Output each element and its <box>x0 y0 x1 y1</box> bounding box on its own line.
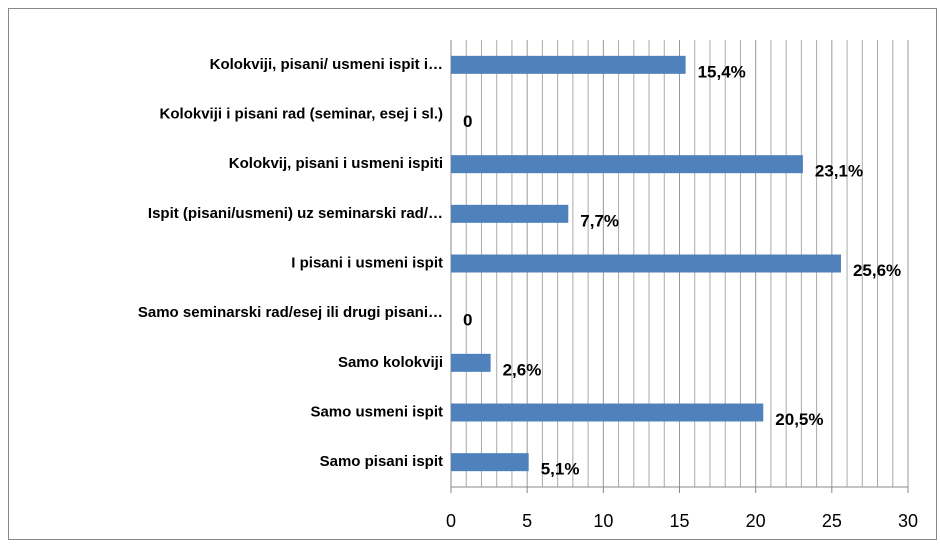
value-label: 0 <box>463 112 472 131</box>
value-label: 7,7% <box>580 211 619 230</box>
category-label: I pisani i usmeni ispit <box>291 254 443 271</box>
x-tick-label: 15 <box>669 511 689 531</box>
category-label: Samo kolokviji <box>338 354 443 371</box>
x-tick-label: 30 <box>898 511 918 531</box>
bar <box>451 155 803 174</box>
value-label: 5,1% <box>541 460 580 479</box>
category-label: Kolokviji, pisani/ usmeni ispit i… <box>210 56 443 73</box>
bar <box>451 353 491 372</box>
category-label: Samo pisani ispit <box>320 453 443 470</box>
x-tick-label: 10 <box>593 511 613 531</box>
bar <box>451 204 569 223</box>
x-tick-label: 20 <box>746 511 766 531</box>
category-label: Samo usmeni ispit <box>310 403 443 420</box>
bar <box>451 55 686 74</box>
value-label: 0 <box>463 311 472 330</box>
x-tick-label: 5 <box>522 511 532 531</box>
category-label: Samo seminarski rad/esej ili drugi pisan… <box>138 304 443 321</box>
bar <box>451 453 529 472</box>
x-tick-label: 25 <box>822 511 842 531</box>
value-label: 20,5% <box>775 410 823 429</box>
value-label: 15,4% <box>698 62 746 81</box>
x-tick-label: 0 <box>446 511 456 531</box>
category-label: Kolokvij, pisani i usmeni ispiti <box>229 155 443 172</box>
chart-border <box>8 8 937 540</box>
bar <box>451 254 841 273</box>
category-label: Kolokviji i pisani rad (seminar, esej i … <box>160 105 443 122</box>
value-label: 25,6% <box>853 261 901 280</box>
bar <box>451 403 764 422</box>
category-label: Ispit (pisani/usmeni) uz seminarski rad/… <box>148 205 443 222</box>
value-label: 23,1% <box>815 162 863 181</box>
value-label: 2,6% <box>503 360 542 379</box>
